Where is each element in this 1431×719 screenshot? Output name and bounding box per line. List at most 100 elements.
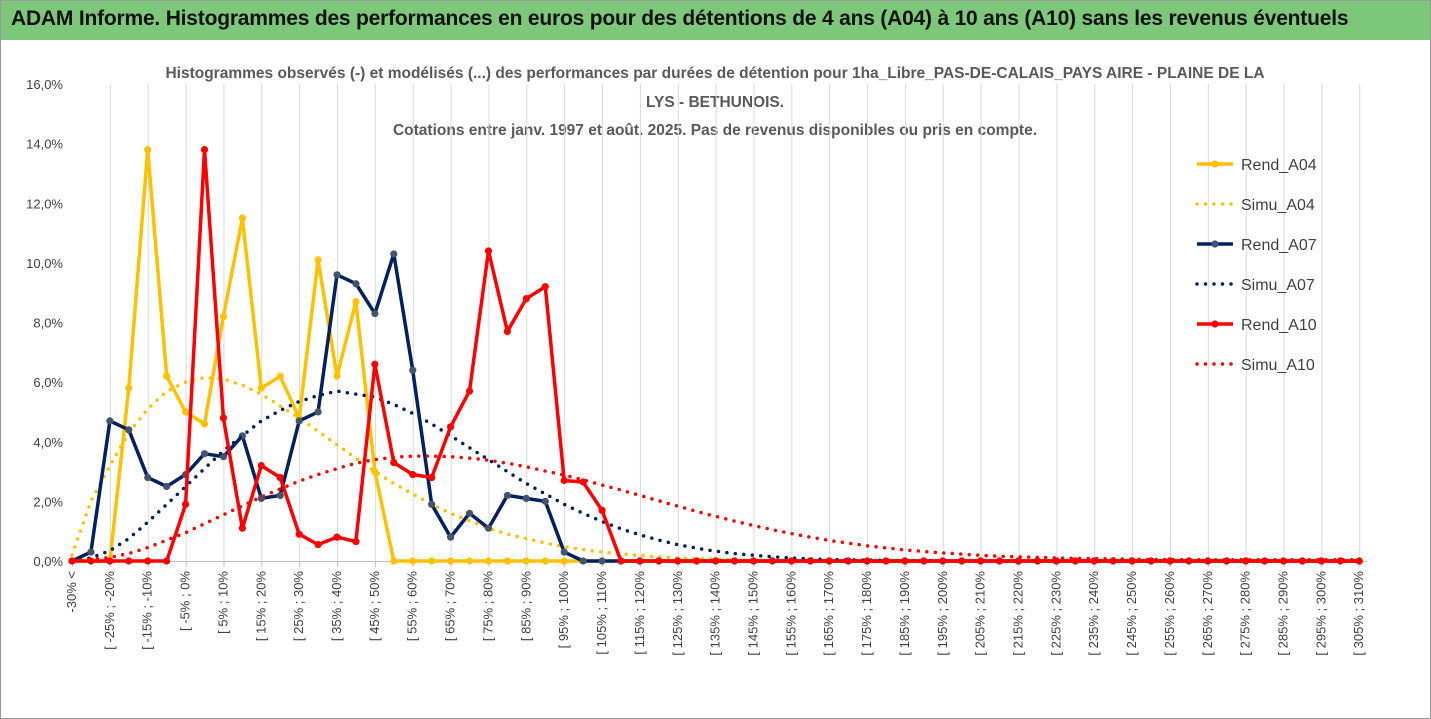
x-tick-label: [ -15% ; -10%	[140, 571, 155, 650]
data-point	[768, 557, 777, 565]
data-point	[428, 557, 436, 565]
data-point	[484, 557, 493, 565]
x-tick-label: [ 175% ; 180%	[859, 571, 874, 656]
data-point	[409, 557, 417, 565]
data-point	[674, 557, 682, 565]
data-point	[920, 557, 928, 565]
data-point	[257, 462, 265, 470]
chart-title: Histogrammes observés (-) et modélisés (…	[165, 65, 1264, 139]
x-tick-label: [ 65% ; 70%	[443, 571, 458, 642]
data-point	[352, 538, 360, 546]
data-point	[295, 417, 303, 425]
report-title: ADAM Informe. Histogrammes des performan…	[11, 7, 1349, 30]
data-point	[712, 557, 720, 565]
data-point	[787, 557, 795, 565]
data-point	[219, 312, 228, 321]
series-line-Simu_A10	[70, 454, 1361, 563]
data-point	[219, 453, 228, 461]
data-point	[655, 557, 663, 565]
x-tick-label: [ 285% ; 290%	[1276, 571, 1291, 656]
x-axis: -30% < [ -25% ; -20% [ -15% ; -10% [ -5% ; …	[64, 561, 1368, 656]
data-point	[541, 283, 549, 291]
data-point	[390, 250, 398, 258]
x-tick-label: [ 245% ; 250%	[1124, 571, 1139, 656]
y-tick-label: 12,0%	[26, 196, 63, 211]
x-tick-label: [ -25% ; -20%	[102, 571, 117, 650]
y-tick-label: 6,0%	[33, 375, 63, 390]
x-tick-label: [ 135% ; 140%	[708, 571, 723, 656]
data-point	[314, 408, 322, 416]
x-tick-label: [ 125% ; 130%	[670, 571, 685, 656]
data-point	[295, 530, 303, 538]
data-point	[352, 298, 360, 306]
x-tick-label: [ 105% ; 110%	[594, 571, 609, 655]
data-point	[958, 557, 966, 565]
data-point	[541, 557, 549, 565]
y-tick-label: 4,0%	[33, 435, 63, 450]
y-tick-label: 8,0%	[33, 316, 63, 331]
x-tick-label: [ 165% ; 170%	[821, 571, 836, 656]
x-tick-label: [ 145% ; 150%	[745, 571, 760, 656]
data-point	[863, 557, 871, 565]
data-point	[238, 524, 246, 532]
data-point	[617, 557, 625, 565]
data-point	[200, 145, 209, 154]
data-point	[560, 557, 568, 565]
chart-title-line: LYS - BETHUNOIS.	[646, 94, 784, 111]
x-tick-label: [ 155% ; 160%	[783, 571, 798, 656]
data-point	[238, 214, 246, 222]
data-point	[181, 500, 190, 508]
chart-series	[68, 145, 1363, 565]
data-point	[977, 557, 985, 565]
chart-title-line: Histogrammes observés (-) et modélisés (…	[165, 65, 1264, 82]
data-point	[522, 557, 530, 565]
data-point	[276, 491, 284, 500]
y-tick-label: 0,0%	[33, 554, 63, 569]
data-point	[1033, 557, 1042, 565]
data-point	[333, 271, 341, 279]
data-point	[125, 557, 133, 565]
x-tick-label: [ 305% ; 310%	[1351, 571, 1366, 656]
data-point	[314, 256, 322, 264]
data-point	[428, 500, 436, 508]
data-point	[106, 557, 114, 565]
y-tick-label: 14,0%	[26, 137, 63, 152]
x-tick-label: [ 265% ; 270%	[1200, 571, 1215, 656]
data-point	[163, 372, 171, 380]
data-point	[219, 414, 228, 422]
data-point	[276, 372, 284, 380]
y-tick-label: 10,0%	[26, 256, 63, 271]
x-tick-label: [ 275% ; 280%	[1238, 571, 1253, 656]
data-point	[484, 524, 493, 532]
data-point	[730, 557, 739, 565]
data-point	[598, 557, 606, 565]
legend-label: Rend_A04	[1241, 157, 1317, 174]
data-point	[939, 557, 947, 565]
data-point	[144, 145, 152, 154]
x-tick-label: [ 225% ; 230%	[1048, 571, 1063, 656]
x-tick-label: [ 35% ; 40%	[329, 571, 344, 642]
data-point	[806, 557, 814, 565]
report-banner: ADAM Informe. Histogrammes des performan…	[1, 1, 1430, 40]
x-tick-label: [ 25% ; 30%	[291, 571, 306, 642]
data-point	[1355, 557, 1363, 565]
data-point	[844, 557, 852, 565]
x-tick-label: [ 255% ; 260%	[1162, 571, 1177, 656]
data-point	[409, 366, 417, 374]
x-tick-label: [ 115% ; 120%	[632, 571, 647, 655]
data-point	[1242, 557, 1250, 565]
legend-label: Simu_A07	[1241, 277, 1315, 294]
data-point	[447, 533, 455, 541]
data-point	[409, 470, 417, 479]
data-point	[636, 557, 644, 565]
x-tick-label: [ 15% ; 20%	[253, 571, 268, 642]
data-point	[200, 450, 209, 458]
data-point	[352, 280, 360, 288]
series-line-Simu_A07	[70, 389, 1361, 563]
legend-label: Simu_A10	[1241, 357, 1315, 374]
data-point	[447, 423, 455, 431]
data-point	[144, 473, 152, 482]
legend-label: Rend_A07	[1241, 237, 1317, 254]
x-tick-label: [ 85% ; 90%	[518, 571, 533, 642]
x-tick-label: [ 5% ; 10%	[215, 571, 230, 634]
